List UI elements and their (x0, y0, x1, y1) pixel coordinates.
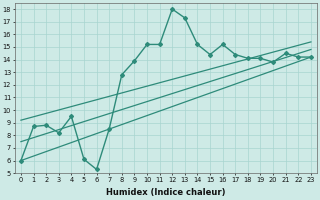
X-axis label: Humidex (Indice chaleur): Humidex (Indice chaleur) (106, 188, 226, 197)
